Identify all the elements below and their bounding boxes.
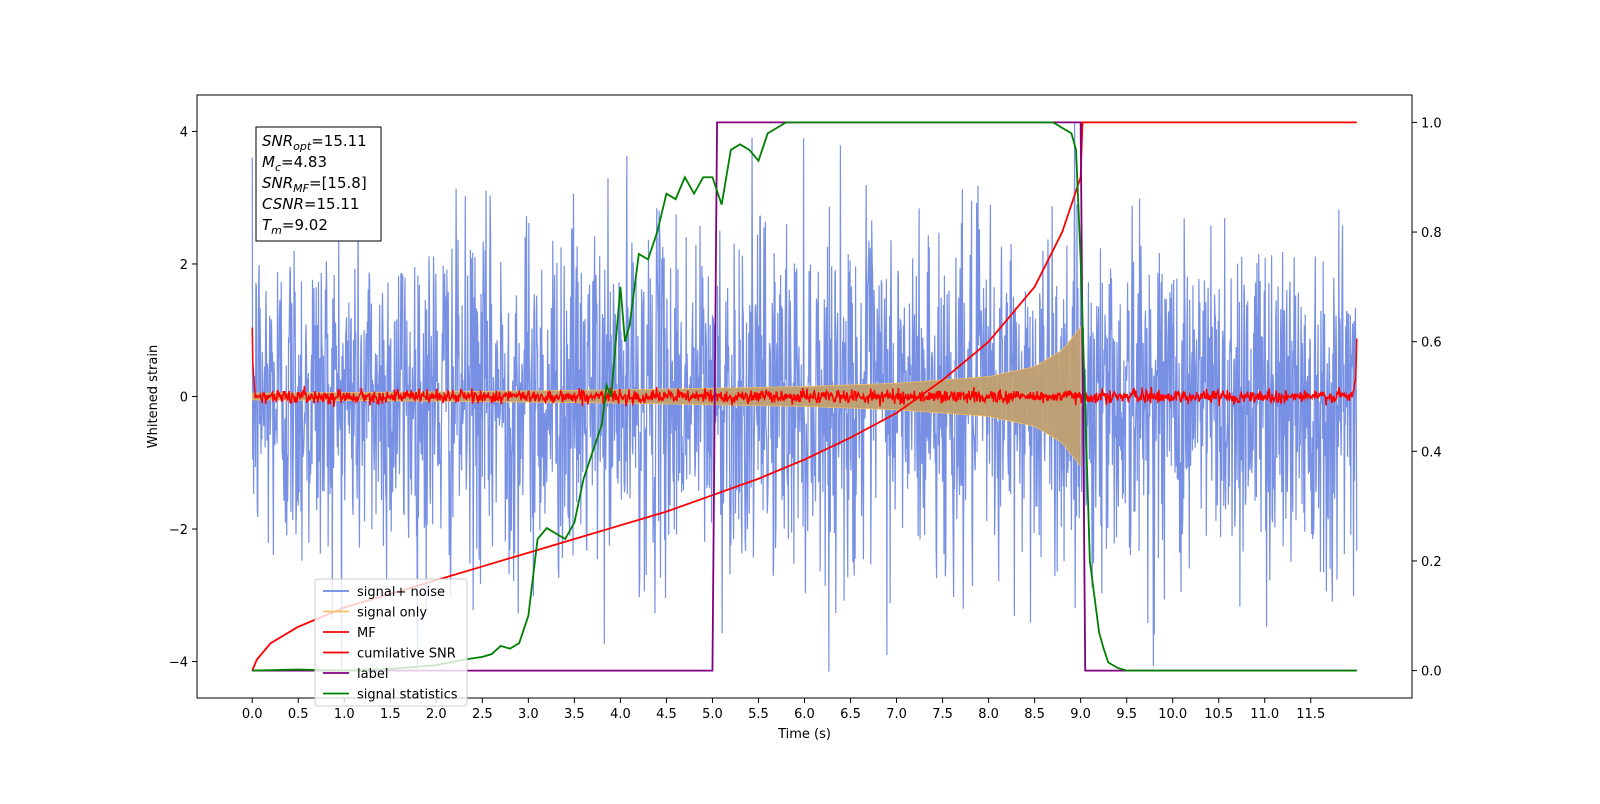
x-tick-label: 0.5 — [288, 707, 309, 722]
annotation-symbol: CSNR — [262, 195, 304, 213]
legend: signal+ noise signal only MF cumilative SNR… — [314, 578, 468, 707]
annotation-line: SNRopt=15.11 — [262, 132, 367, 153]
x-tick-label: 3.5 — [564, 707, 585, 722]
annotation-value: =15.11 — [311, 132, 367, 150]
legend-label: cumilative SNR — [357, 647, 456, 662]
annotation-value: =[15.8] — [309, 174, 367, 192]
annotation-subscript: MF — [293, 182, 309, 195]
x-axis-label: Time (s) — [777, 727, 831, 742]
axes-layer: 0.0 0.5 1.0 1.5 2.0 2.5 3.0 3.5 4.0 4.5 5.0 5.5 6.0 6… — [169, 116, 1442, 722]
x-tick-label: 5.5 — [748, 707, 769, 722]
annotation-symbol: T — [262, 216, 273, 234]
y-right-tick-label: 0.2 — [1421, 555, 1442, 570]
annotation-line: SNRMF=[15.8] — [262, 174, 367, 195]
x-tick-label: 8.5 — [1024, 707, 1045, 722]
y-tick-label: 2 — [180, 258, 188, 273]
x-tick-label: 3.0 — [518, 707, 539, 722]
y-tick-label: −2 — [169, 523, 188, 538]
x-tick-label: 1.5 — [380, 707, 401, 722]
annotation-symbol: SNR — [262, 132, 293, 150]
annotation-symbol: SNR — [262, 174, 293, 192]
annotation-value: =4.83 — [281, 153, 327, 171]
x-tick-label: 7.0 — [886, 707, 907, 722]
legend-label: signal+ noise — [357, 585, 445, 600]
y-axis-label: Whitened strain — [146, 345, 161, 448]
x-tick-label: 6.0 — [794, 707, 815, 722]
x-tick-label: 4.0 — [610, 707, 631, 722]
y-right-tick-label: 0.8 — [1421, 226, 1442, 241]
x-tick-label: 10.5 — [1204, 707, 1233, 722]
annotation-box: SNRopt=15.11Mc=4.83SNRMF=[15.8]CSNR=15.1… — [255, 126, 382, 242]
x-tick-label: 6.5 — [840, 707, 861, 722]
x-tick-label: 5.0 — [702, 707, 723, 722]
annotation-box-frame — [255, 126, 382, 242]
annotation-value: =15.11 — [304, 195, 360, 213]
x-tick-label: 1.0 — [334, 707, 355, 722]
y-right-tick-label: 0.4 — [1421, 445, 1442, 460]
x-tick-label: 11.5 — [1296, 707, 1325, 722]
y-tick-label: 4 — [180, 125, 188, 140]
y-right-tick-label: 0.0 — [1421, 665, 1442, 680]
annotation-line: Tm=9.02 — [262, 216, 328, 237]
x-tick-label: 10.0 — [1158, 707, 1187, 722]
legend-frame — [314, 578, 468, 707]
series-signal-statistics-line — [252, 121, 1357, 672]
annotation-subscript: m — [271, 224, 282, 237]
series-mf-line — [251, 327, 1358, 408]
x-tick-label: 8.0 — [978, 707, 999, 722]
x-tick-label: 9.0 — [1070, 707, 1091, 722]
y-tick-label: 0 — [180, 391, 188, 406]
legend-label: signal statistics — [357, 688, 458, 703]
x-tick-label: 11.0 — [1250, 707, 1279, 722]
y-right-tick-label: 0.6 — [1421, 336, 1442, 351]
legend-label: label — [357, 667, 388, 682]
y-tick-label: −4 — [169, 656, 188, 671]
x-tick-label: 9.5 — [1116, 707, 1137, 722]
x-tick-label: 2.0 — [426, 707, 447, 722]
annotation-line: CSNR=15.11 — [262, 195, 359, 213]
annotation-subscript: c — [275, 161, 281, 174]
plot-content — [251, 121, 1358, 672]
annotation-line: Mc=4.83 — [262, 153, 327, 174]
x-tick-label: 0.0 — [242, 707, 263, 722]
annotation-subscript: opt — [293, 140, 312, 153]
x-tick-label: 7.5 — [932, 707, 953, 722]
annotation-symbol: M — [262, 153, 275, 171]
series-signal-noise-line — [251, 121, 1358, 672]
legend-label: signal only — [357, 606, 427, 621]
x-tick-label: 4.5 — [656, 707, 677, 722]
x-tick-label: 2.5 — [472, 707, 493, 722]
y-right-tick-label: 1.0 — [1421, 116, 1442, 131]
annotation-value: =9.02 — [282, 216, 328, 234]
legend-label: MF — [357, 626, 376, 641]
